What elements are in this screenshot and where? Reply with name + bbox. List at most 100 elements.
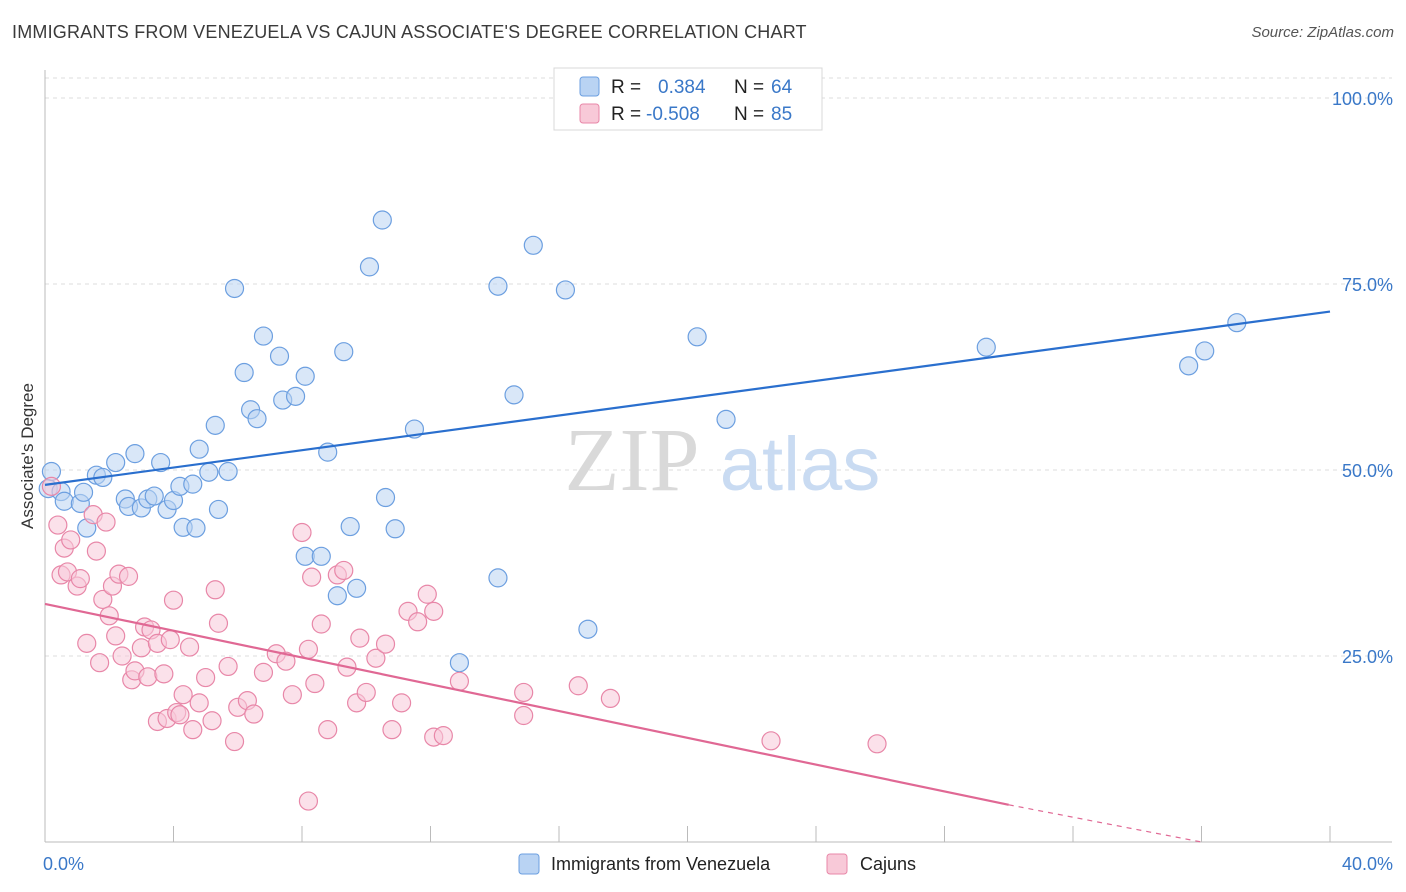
stats-n-value: 64 xyxy=(771,77,793,98)
point-cajuns xyxy=(90,653,110,673)
stats-n-label: N = xyxy=(734,77,764,98)
point-cajuns xyxy=(408,612,428,632)
point-cajuns xyxy=(298,791,319,811)
data-points xyxy=(38,210,1247,811)
x-tick-label: 0.0% xyxy=(43,854,84,874)
point-venezuela xyxy=(205,415,225,435)
point-venezuela xyxy=(578,619,598,639)
point-cajuns xyxy=(202,711,222,731)
point-venezuela xyxy=(372,210,392,230)
stats-r-label: R = xyxy=(611,104,641,125)
point-cajuns xyxy=(189,693,209,713)
point-venezuela xyxy=(976,337,996,357)
point-cajuns xyxy=(302,567,322,587)
point-venezuela xyxy=(311,546,331,566)
point-cajuns xyxy=(160,630,180,650)
legend-swatch-cajuns xyxy=(826,853,848,875)
point-cajuns xyxy=(205,580,225,600)
point-cajuns xyxy=(154,664,174,684)
point-cajuns xyxy=(93,589,113,610)
point-cajuns xyxy=(163,590,184,610)
point-venezuela xyxy=(1179,356,1199,376)
point-venezuela xyxy=(234,362,254,383)
y-axis-title: Associate's Degree xyxy=(18,383,37,529)
point-cajuns xyxy=(375,634,396,654)
point-cajuns xyxy=(183,720,203,740)
point-venezuela xyxy=(189,439,209,459)
trend-line-cajuns xyxy=(44,602,1009,806)
point-venezuela xyxy=(199,462,219,482)
point-cajuns xyxy=(48,515,68,535)
legend-swatch-venezuela xyxy=(518,853,540,875)
point-venezuela xyxy=(186,518,206,538)
y-tick-label: 100.0% xyxy=(1332,89,1393,109)
point-cajuns xyxy=(292,522,312,543)
point-cajuns xyxy=(41,476,62,496)
stats-r-value: 0.384 xyxy=(658,77,706,98)
point-cajuns xyxy=(350,628,370,648)
point-cajuns xyxy=(334,560,354,581)
stats-n-label: N = xyxy=(734,104,764,125)
point-venezuela xyxy=(106,452,126,473)
point-cajuns xyxy=(77,633,97,653)
source-credit: Source: ZipAtlas.com xyxy=(1251,24,1394,41)
point-cajuns xyxy=(96,512,116,532)
point-cajuns xyxy=(311,614,331,634)
point-venezuela xyxy=(385,519,405,539)
point-cajuns xyxy=(118,566,139,586)
point-cajuns xyxy=(366,648,386,668)
point-venezuela xyxy=(125,444,145,464)
point-cajuns xyxy=(382,720,402,740)
point-cajuns xyxy=(305,673,325,694)
point-cajuns xyxy=(276,651,296,671)
point-venezuela xyxy=(340,516,360,537)
stats-n-value: 85 xyxy=(771,104,792,125)
axes: 25.0% 50.0% 75.0% 100.0% 0.0% 40.0% xyxy=(43,70,1393,874)
point-venezuela xyxy=(716,409,736,430)
stats-swatch-cajuns xyxy=(579,103,600,124)
point-cajuns xyxy=(70,569,90,589)
point-venezuela xyxy=(449,653,470,673)
watermark-atlas: atlas xyxy=(720,422,881,507)
trend-line-cajuns-extension xyxy=(1008,804,1202,843)
y-tick-label: 25.0% xyxy=(1342,647,1393,667)
point-venezuela xyxy=(54,491,74,511)
point-cajuns xyxy=(424,601,444,621)
point-cajuns xyxy=(106,626,126,646)
point-cajuns xyxy=(170,705,190,725)
point-venezuela xyxy=(375,487,396,508)
stats-box: R = 0.384 N = 64 R = -0.508 N = 85 xyxy=(553,67,823,131)
point-cajuns xyxy=(196,667,216,688)
point-cajuns xyxy=(356,682,376,703)
point-cajuns xyxy=(131,638,151,658)
point-venezuela xyxy=(488,276,508,296)
point-cajuns xyxy=(433,726,453,746)
point-venezuela xyxy=(327,586,347,606)
point-cajuns xyxy=(218,656,238,677)
point-cajuns xyxy=(867,734,887,754)
point-cajuns xyxy=(138,667,158,687)
point-cajuns xyxy=(449,671,470,691)
point-venezuela xyxy=(208,499,229,520)
point-venezuela xyxy=(151,452,171,473)
stats-r-label: R = xyxy=(611,77,641,98)
point-cajuns xyxy=(298,639,319,659)
point-venezuela xyxy=(183,474,203,494)
legend-label-cajuns: Cajuns xyxy=(860,854,916,874)
point-venezuela xyxy=(295,546,315,566)
point-cajuns xyxy=(514,705,534,726)
point-venezuela xyxy=(218,461,238,482)
point-cajuns xyxy=(761,731,781,751)
point-cajuns xyxy=(112,646,132,666)
point-cajuns xyxy=(224,731,245,752)
point-cajuns xyxy=(86,541,107,561)
point-venezuela xyxy=(347,578,367,598)
trend-line-venezuela xyxy=(44,310,1331,486)
point-cajuns xyxy=(318,720,338,740)
y-tick-label: 50.0% xyxy=(1342,461,1393,481)
point-venezuela xyxy=(253,326,274,346)
point-cajuns xyxy=(173,685,193,705)
point-cajuns xyxy=(61,530,81,550)
stats-swatch-venezuela xyxy=(579,76,600,97)
stats-r-value: -0.508 xyxy=(646,104,700,125)
